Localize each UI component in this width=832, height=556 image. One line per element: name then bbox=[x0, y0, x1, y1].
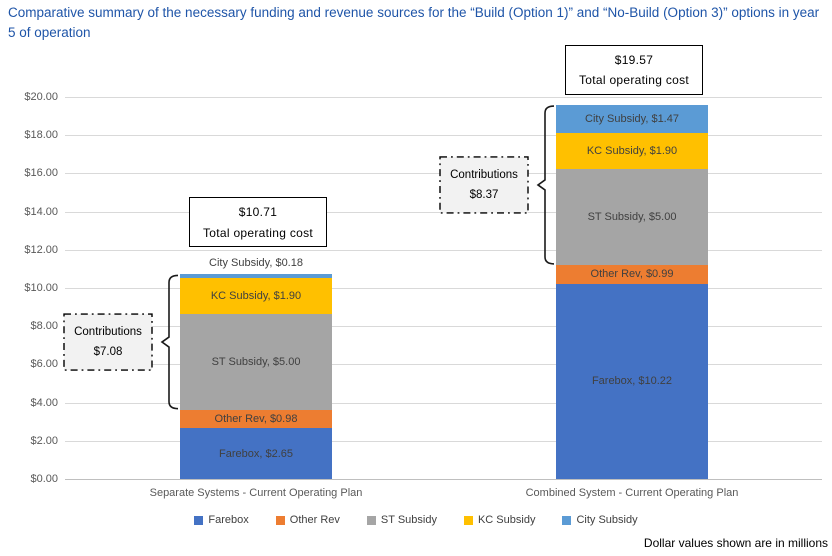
gridline bbox=[65, 288, 822, 289]
gridline bbox=[65, 479, 822, 480]
gridline bbox=[65, 97, 822, 98]
total-cost-callout: $19.57 Total operating cost bbox=[565, 45, 703, 96]
bar-segment-other-rev: Other Rev, $0.98 bbox=[180, 409, 332, 429]
contributions-value: $7.08 bbox=[93, 346, 123, 359]
bar-segment-label: Other Rev, $0.98 bbox=[214, 413, 298, 425]
y-axis-tick-label: $2.00 bbox=[30, 434, 58, 447]
legend-swatch bbox=[275, 515, 285, 525]
total-cost-label: Total operating cost bbox=[202, 225, 314, 240]
legend-swatch bbox=[463, 515, 473, 525]
total-cost-label: Total operating cost bbox=[578, 73, 690, 88]
bar-segment-label: Farebox, $2.65 bbox=[219, 447, 293, 460]
total-cost-value: $19.57 bbox=[614, 52, 654, 67]
legend-swatch bbox=[194, 515, 204, 525]
contributions-label: Contributions bbox=[450, 168, 518, 181]
bar-segment-label: KC Subsidy, $1.90 bbox=[210, 290, 302, 303]
bar-segment-other-rev: Other Rev, $0.99 bbox=[556, 264, 708, 284]
gridline bbox=[65, 402, 822, 404]
bar-segment-st-subsidy: ST Subsidy, $5.00 bbox=[556, 169, 708, 265]
x-axis-category-label: Combined System - Current Operating Plan bbox=[525, 487, 739, 499]
legend-swatch bbox=[366, 515, 376, 525]
gridline bbox=[65, 135, 822, 137]
footer-note: Dollar values shown are in millions bbox=[643, 536, 828, 550]
legend-item-kc-subsidy: KC Subsidy bbox=[463, 514, 536, 526]
bar-segment-city-subsidy bbox=[180, 274, 332, 278]
y-axis-tick-label: $6.00 bbox=[30, 358, 58, 371]
legend-item-farebox: Farebox bbox=[194, 514, 249, 526]
contributions-callout: Contributions $7.08 bbox=[64, 314, 152, 371]
y-axis-tick-label: $4.00 bbox=[30, 396, 58, 409]
bar-segment-farebox: Farebox, $2.65 bbox=[180, 428, 332, 479]
gridline bbox=[65, 249, 822, 251]
bar-segment-label: KC Subsidy, $1.90 bbox=[586, 145, 678, 158]
legend-label: City Subsidy bbox=[576, 514, 638, 526]
gridline bbox=[65, 326, 822, 328]
legend-swatch bbox=[562, 515, 572, 525]
total-cost-value: $10.71 bbox=[238, 205, 278, 220]
legend-item-st-subsidy: ST Subsidy bbox=[366, 514, 437, 526]
legend-label: ST Subsidy bbox=[380, 514, 437, 526]
y-axis-tick-label: $20.00 bbox=[24, 91, 58, 103]
bar-segment-label: Farebox, $10.22 bbox=[591, 375, 673, 388]
bar-segment-kc-subsidy: KC Subsidy, $1.90 bbox=[180, 277, 332, 315]
y-axis-tick-label: $10.00 bbox=[24, 282, 58, 294]
bar-segment-label: ST Subsidy, $5.00 bbox=[211, 355, 301, 368]
y-axis-tick-label: $14.00 bbox=[24, 205, 58, 218]
legend-label: Other Rev bbox=[289, 514, 340, 526]
total-cost-callout: $10.71 Total operating cost bbox=[189, 197, 327, 248]
y-axis-tick-label: $16.00 bbox=[24, 167, 58, 180]
y-axis-tick-label: $0.00 bbox=[30, 473, 58, 485]
bar-segment-kc-subsidy: KC Subsidy, $1.90 bbox=[556, 133, 708, 170]
legend-label: Farebox bbox=[208, 514, 249, 526]
bar-segment-label: City Subsidy, $1.47 bbox=[585, 113, 679, 126]
legend: Farebox Other Rev ST Subsidy KC Subsidy City… bbox=[0, 514, 832, 526]
y-axis-tick-label: $12.00 bbox=[24, 243, 58, 256]
bar-segment-label-outside: City Subsidy, $0.18 bbox=[209, 257, 303, 270]
y-axis-tick-label: $18.00 bbox=[24, 129, 58, 142]
bar-segment-label: ST Subsidy, $5.00 bbox=[587, 211, 677, 224]
bar-segment-label: Other Rev, $0.99 bbox=[590, 268, 674, 281]
contributions-callout: Contributions $8.37 bbox=[440, 156, 528, 213]
x-axis-category-label: Separate Systems - Current Operating Pla… bbox=[149, 487, 363, 499]
legend-item-city-subsidy: City Subsidy bbox=[562, 514, 638, 526]
legend-label: KC Subsidy bbox=[477, 514, 536, 526]
legend-item-other-rev: Other Rev bbox=[275, 514, 340, 526]
bar-segment-st-subsidy: ST Subsidy, $5.00 bbox=[180, 314, 332, 410]
chart-title: Comparative summary of the necessary fun… bbox=[8, 5, 820, 40]
y-axis-tick-label: $8.00 bbox=[30, 320, 58, 333]
bar-segment-farebox: Farebox, $10.22 bbox=[556, 283, 708, 479]
contributions-label: Contributions bbox=[74, 326, 142, 339]
gridline bbox=[65, 440, 822, 442]
bar-segment-city-subsidy: City Subsidy, $1.47 bbox=[556, 105, 708, 134]
gridline bbox=[65, 364, 822, 366]
contributions-value: $8.37 bbox=[469, 188, 499, 201]
